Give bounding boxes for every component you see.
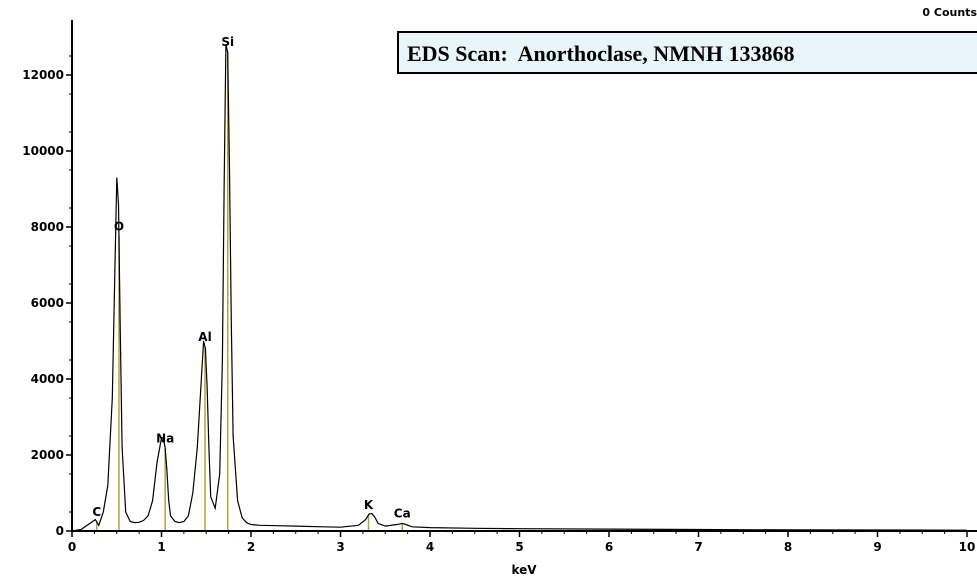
peak-label-c: C [92, 505, 101, 519]
x-tick-label: 6 [605, 540, 613, 554]
peak-label-ca: Ca [394, 506, 411, 520]
peak-label-si: Si [221, 35, 234, 49]
spectrum-series [71, 44, 968, 532]
peak-marker-lines [96, 52, 404, 531]
x-tick-label: 9 [873, 540, 881, 554]
spectrum-line [71, 44, 968, 532]
peak-labels: C O Na Al Si K Ca [92, 35, 410, 520]
y-tick-label: 6000 [31, 296, 64, 310]
peak-label-o: O [114, 220, 124, 234]
peak-label-al: Al [198, 330, 211, 344]
counts-readout: 0 Counts [922, 6, 977, 19]
x-axis-ticks: 0 1 2 3 4 5 6 7 8 9 10 [68, 531, 976, 554]
peak-label-k: K [364, 498, 374, 512]
y-tick-label: 8000 [31, 220, 64, 234]
x-tick-label: 7 [694, 540, 702, 554]
x-tick-label: 1 [157, 540, 165, 554]
x-tick-label: 2 [247, 540, 255, 554]
x-tick-label: 10 [959, 540, 976, 554]
x-axis-title: keV [511, 563, 537, 577]
x-tick-label: 5 [515, 540, 523, 554]
y-axis-ticks: 0 2000 4000 6000 8000 10000 12000 [22, 55, 72, 538]
y-tick-label: 4000 [31, 372, 64, 386]
peak-label-na: Na [156, 432, 174, 446]
x-tick-label: 0 [68, 540, 76, 554]
y-tick-label: 12000 [22, 68, 64, 82]
x-tick-label: 3 [336, 540, 344, 554]
y-tick-label: 10000 [22, 144, 64, 158]
x-tick-label: 4 [426, 540, 434, 554]
chart-title-box: EDS Scan: Anorthoclase, NMNH 133868 [397, 31, 977, 74]
y-tick-label: 0 [56, 524, 64, 538]
x-tick-label: 8 [784, 540, 792, 554]
chart-title: EDS Scan: Anorthoclase, NMNH 133868 [407, 41, 795, 66]
y-tick-label: 2000 [31, 448, 64, 462]
